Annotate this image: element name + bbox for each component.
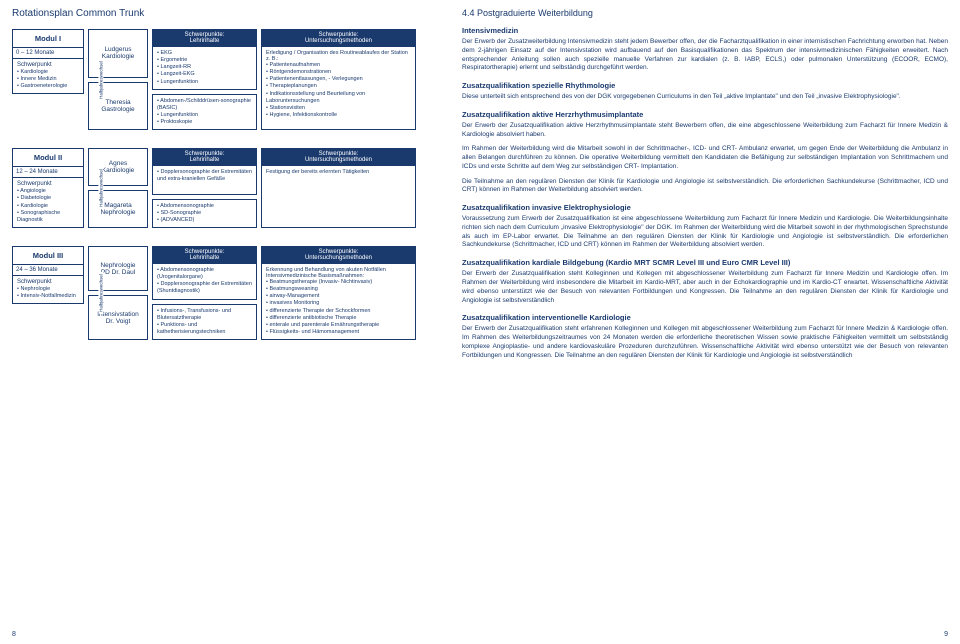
lehr-bot: Abdomen-/Schilddrüsen-sonographie (BASIC… [152, 94, 257, 131]
subheading: Zusatzqualifikation aktive Herzrhythmusi… [462, 110, 948, 119]
paragraph: Der Erwerb der Zusatzqualifikation steht… [462, 270, 948, 305]
rotation-block: Modul II 12 – 24 Monate Schwerpunkt Angi… [12, 148, 442, 228]
right-column: 4.4 Postgraduierte Weiterbildung Intensi… [462, 8, 948, 636]
subheading: Zusatzqualifikation invasive Elektrophys… [462, 203, 948, 212]
lehr-bot: Infusions-, Transfusions- und Blutersatz… [152, 304, 257, 341]
station-top: LudgerusKardiologie [88, 29, 148, 78]
page-number-right: 9 [944, 631, 948, 638]
modul-head: Modul III [12, 246, 84, 265]
modul-schwerpunkt: Schwerpunkt NephrologieIntensiv-Notfallm… [12, 276, 84, 304]
rotation-block: Modul III 24 – 36 Monate Schwerpunkt Nep… [12, 246, 442, 340]
subheading: Zusatzqualifikation interventionelle Kar… [462, 313, 948, 322]
modul-schwerpunkt: Schwerpunkt AngiologieDiabetologieKardio… [12, 178, 84, 228]
rotation-block: Modul I 0 – 12 Monate Schwerpunkt Kardio… [12, 29, 442, 130]
section-num: 4.4 [462, 8, 475, 18]
page-number-left: 8 [12, 631, 16, 638]
unter-head: Schwerpunkte:Untersuchungsmethoden [261, 148, 416, 166]
station-bot: IntensivstationDr. Voigt [88, 295, 148, 340]
lehr-head: Schwerpunkte:Lehrinhalte [152, 246, 257, 264]
station-top: AgnesKardiologie [88, 148, 148, 186]
paragraph: Diese unterteilt sich entsprechend des v… [462, 93, 948, 102]
station-bot: TheresiaGastrologie [88, 82, 148, 131]
paragraph: Der Erwerb der Zusatzqualifikation steht… [462, 325, 948, 360]
unter-content: Erledigung / Organisation des Routineabl… [261, 47, 416, 130]
subheading: Zusatzqualifikation spezielle Rhythmolog… [462, 81, 948, 90]
unter-head: Schwerpunkte:Untersuchungsmethoden [261, 29, 416, 47]
lehr-head: Schwerpunkte:Lehrinhalte [152, 148, 257, 166]
unter-content: Erkennung und Behandlung von akuten Notf… [261, 264, 416, 340]
modul-schwerpunkt: Schwerpunkt KardiologieInnere MedizinGas… [12, 59, 84, 94]
modul-range: 0 – 12 Monate [12, 48, 84, 59]
lehr-top: Dopplersonographie der Extremitäten und … [152, 166, 257, 194]
subheading: Zusatzqualifikation kardiale Bildgebung … [462, 258, 948, 267]
station-bot: MagaretaNephrologie [88, 190, 148, 228]
lehr-bot: AbdomensonographieSD-Sonographie(ADVANCE… [152, 199, 257, 228]
paragraph: Der Erwerb der Zusatzweiterbildung Inten… [462, 38, 948, 73]
vert-label: Halbjahreswechsel [98, 167, 103, 209]
modul-head: Modul I [12, 29, 84, 48]
modul-range: 24 – 36 Monate [12, 265, 84, 276]
paragraph: Im Rahmen der Weiterbildung wird die Mit… [462, 145, 948, 171]
station-top: NephrologiePD Dr. Daul [88, 246, 148, 291]
vert-label: Halbjahreswechsel [98, 59, 103, 101]
lehr-top: EKGErgometrieLangzeit-RRLangzeit-EKGLung… [152, 47, 257, 90]
section-title: 4.4 Postgraduierte Weiterbildung [462, 8, 948, 18]
modul-head: Modul II [12, 148, 84, 167]
unter-content: Festigung der bereits erlernten Tätigkei… [261, 166, 416, 228]
rotation-title: Rotationsplan Common Trunk [12, 8, 442, 19]
section-name: Postgraduierte Weiterbildung [477, 8, 593, 18]
lehr-top: Abdomensonographie (Urogenitalorgane)Dop… [152, 264, 257, 300]
subheading: Intensivmedizin [462, 26, 948, 35]
lehr-head: Schwerpunkte:Lehrinhalte [152, 29, 257, 47]
unter-head: Schwerpunkte:Untersuchungsmethoden [261, 246, 416, 264]
modul-range: 12 – 24 Monate [12, 167, 84, 178]
paragraph: Der Erwerb der Zusatzqualifikation aktiv… [462, 122, 948, 140]
left-column: Rotationsplan Common Trunk Modul I 0 – 1… [12, 8, 442, 636]
vert-label: Halbjahreswechsel [98, 272, 103, 314]
paragraph: Voraussetzung zum Erwerb der Zusatzquali… [462, 215, 948, 250]
paragraph: Die Teilnahme an den regulären Diensten … [462, 178, 948, 196]
